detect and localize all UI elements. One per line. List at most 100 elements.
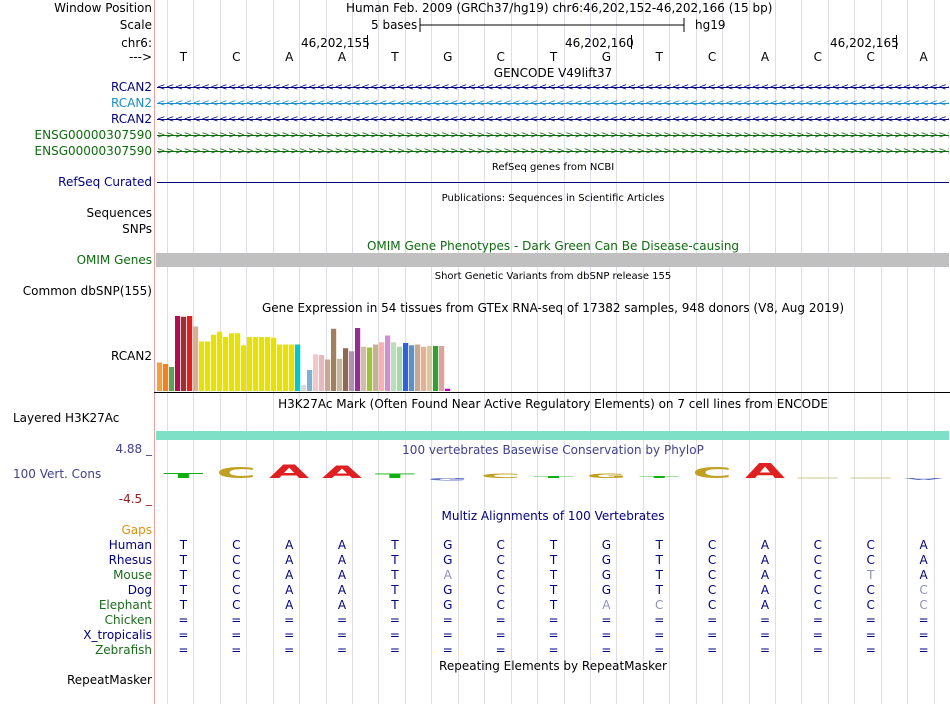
gtex-tissue-bar[interactable] bbox=[205, 341, 211, 392]
alignment-base: = bbox=[601, 613, 612, 627]
gtex-tissue-bar[interactable] bbox=[187, 316, 193, 391]
gtex-tissue-bar[interactable] bbox=[307, 370, 313, 391]
gtex-tissue-bar[interactable] bbox=[271, 337, 277, 391]
omim-genes-label[interactable]: OMIM Genes bbox=[76, 253, 152, 267]
alignment-base: = bbox=[337, 628, 348, 642]
gtex-tissue-bar[interactable] bbox=[235, 333, 241, 391]
gtex-tissue-bar[interactable] bbox=[409, 345, 415, 391]
sequences-label[interactable]: Sequences bbox=[86, 206, 152, 220]
gene-feature-rcan2-1[interactable]: <<<<<<<<<<<<<<<<<<<<<<<<<<<<<<<<<<<<<<<<… bbox=[157, 81, 949, 94]
gtex-tissue-bar[interactable] bbox=[319, 355, 325, 391]
layered-h3k27ac-label[interactable]: Layered H3K27Ac bbox=[13, 411, 120, 425]
gtex-tissue-bar[interactable] bbox=[331, 328, 337, 391]
gtex-tissue-bar[interactable] bbox=[283, 344, 289, 392]
phylop-label[interactable]: 100 Vert. Cons bbox=[13, 467, 102, 481]
gtex-tissue-bar[interactable] bbox=[343, 348, 349, 391]
gene-feature-ensg-1[interactable]: >>>>>>>>>>>>>>>>>>>>>>>>>>>>>>>>>>>>>>>>… bbox=[157, 129, 949, 142]
gtex-tissue-bar[interactable] bbox=[301, 385, 307, 391]
h3k27ac-signal-bar[interactable] bbox=[156, 431, 949, 440]
gene-feature-rcan2-2[interactable]: <<<<<<<<<<<<<<<<<<<<<<<<<<<<<<<<<<<<<<<<… bbox=[157, 97, 949, 110]
gene-label-ensg-2[interactable]: ENSG00000307590 bbox=[34, 144, 152, 158]
gene-label-rcan2-1[interactable]: RCAN2 bbox=[111, 80, 152, 94]
gtex-tissue-bar[interactable] bbox=[163, 364, 169, 391]
gtex-tissue-bar[interactable] bbox=[439, 346, 445, 391]
gtex-tissue-bar[interactable] bbox=[193, 326, 199, 392]
alignment-base: A bbox=[337, 553, 347, 567]
alignment-base: = bbox=[601, 628, 612, 642]
gtex-tissue-bar[interactable] bbox=[277, 344, 283, 392]
gtex-tissue-bar[interactable] bbox=[289, 344, 295, 392]
alignment-base: C bbox=[813, 598, 823, 612]
gtex-tissue-bar[interactable] bbox=[211, 334, 217, 391]
gtex-tissue-bar[interactable] bbox=[313, 354, 319, 391]
gene-feature-rcan2-3[interactable]: <<<<<<<<<<<<<<<<<<<<<<<<<<<<<<<<<<<<<<<<… bbox=[157, 113, 949, 126]
gtex-tissue-bar[interactable] bbox=[247, 337, 253, 391]
gtex-tissue-bar[interactable] bbox=[181, 316, 187, 391]
gene-label-rcan2-3[interactable]: RCAN2 bbox=[111, 112, 152, 126]
multiz-track-title: Multiz Alignments of 100 Vertebrates bbox=[441, 509, 665, 523]
species-label-rhesus: Rhesus bbox=[108, 553, 152, 567]
alignment-base: T bbox=[391, 568, 399, 582]
gtex-tissue-bar[interactable] bbox=[415, 344, 421, 392]
alignment-base: A bbox=[285, 553, 294, 567]
strand-arrow-label: ---> bbox=[128, 50, 152, 64]
gtex-tissue-bar[interactable] bbox=[229, 333, 235, 391]
alignment-base: C bbox=[232, 598, 241, 612]
phylop-track-title: 100 vertebrates Basewise Conservation by… bbox=[402, 443, 704, 457]
reference-base: C bbox=[496, 50, 505, 64]
gtex-tissue-bar[interactable] bbox=[259, 337, 265, 391]
gtex-tissue-bar[interactable] bbox=[433, 346, 439, 391]
gtex-tissue-bar[interactable] bbox=[397, 346, 403, 391]
gtex-tissue-bar[interactable] bbox=[169, 367, 175, 391]
gene-label-ensg-1[interactable]: ENSG00000307590 bbox=[34, 128, 152, 142]
gtex-tissue-bar[interactable] bbox=[253, 337, 259, 391]
gtex-tissue-bar[interactable] bbox=[379, 342, 385, 391]
snps-label[interactable]: SNPs bbox=[122, 222, 152, 236]
refseq-feature-line[interactable] bbox=[157, 182, 949, 183]
gtex-tissue-bar[interactable] bbox=[175, 316, 181, 391]
alignment-base: = bbox=[284, 628, 295, 642]
species-label-mouse: Mouse bbox=[113, 568, 152, 582]
gtex-tissue-bar[interactable] bbox=[325, 359, 331, 392]
gtex-tissue-bar[interactable] bbox=[391, 342, 397, 391]
omim-feature-bar[interactable] bbox=[156, 253, 949, 267]
gtex-tissue-bar[interactable] bbox=[349, 351, 355, 391]
reference-base: A bbox=[919, 50, 928, 64]
phylop-ymax-label: 4.88 _ bbox=[115, 442, 152, 456]
gene-label-rcan2-2[interactable]: RCAN2 bbox=[111, 96, 152, 110]
gtex-bar-chart[interactable] bbox=[156, 316, 536, 392]
gtex-tissue-bar[interactable] bbox=[427, 346, 433, 391]
gtex-tissue-bar[interactable] bbox=[361, 346, 367, 391]
gtex-tissue-bar[interactable] bbox=[385, 335, 391, 392]
scale-label: Scale bbox=[119, 18, 152, 32]
gtex-tissue-bar[interactable] bbox=[403, 343, 409, 391]
gtex-tissue-bar[interactable] bbox=[295, 344, 301, 392]
alignment-base: T bbox=[549, 538, 558, 552]
alignment-base: A bbox=[443, 568, 452, 582]
common-dbsnp-label[interactable]: Common dbSNP(155) bbox=[22, 284, 152, 298]
gtex-tissue-bar[interactable] bbox=[157, 362, 163, 392]
gtex-tissue-bar[interactable] bbox=[241, 345, 247, 391]
gtex-tissue-bar[interactable] bbox=[373, 344, 379, 392]
gene-feature-ensg-2[interactable]: >>>>>>>>>>>>>>>>>>>>>>>>>>>>>>>>>>>>>>>>… bbox=[157, 145, 949, 158]
gtex-tissue-bar[interactable] bbox=[445, 388, 451, 391]
alignment-base: = bbox=[601, 643, 612, 657]
gtex-tissue-bar[interactable] bbox=[421, 346, 427, 391]
alignment-base: G bbox=[601, 538, 612, 552]
species-label-zebrafish: Zebrafish bbox=[95, 643, 152, 657]
gtex-tissue-bar[interactable] bbox=[367, 347, 373, 392]
alignment-base: A bbox=[337, 583, 347, 597]
gtex-tissue-bar[interactable] bbox=[337, 358, 343, 391]
gtex-tissue-bar[interactable] bbox=[217, 331, 223, 391]
gtex-tissue-bar[interactable] bbox=[223, 337, 229, 391]
alignment-base: C bbox=[496, 583, 505, 597]
gtex-gene-label[interactable]: RCAN2 bbox=[111, 349, 152, 363]
refseq-curated-label[interactable]: RefSeq Curated bbox=[58, 175, 152, 189]
gtex-tissue-bar[interactable] bbox=[265, 337, 271, 391]
gtex-tissue-bar[interactable] bbox=[355, 328, 361, 391]
gtex-tissue-bar[interactable] bbox=[199, 341, 205, 392]
alignment-base: C bbox=[232, 568, 241, 582]
repeatmasker-label[interactable]: RepeatMasker bbox=[66, 673, 152, 687]
alignment-base: = bbox=[231, 613, 242, 627]
